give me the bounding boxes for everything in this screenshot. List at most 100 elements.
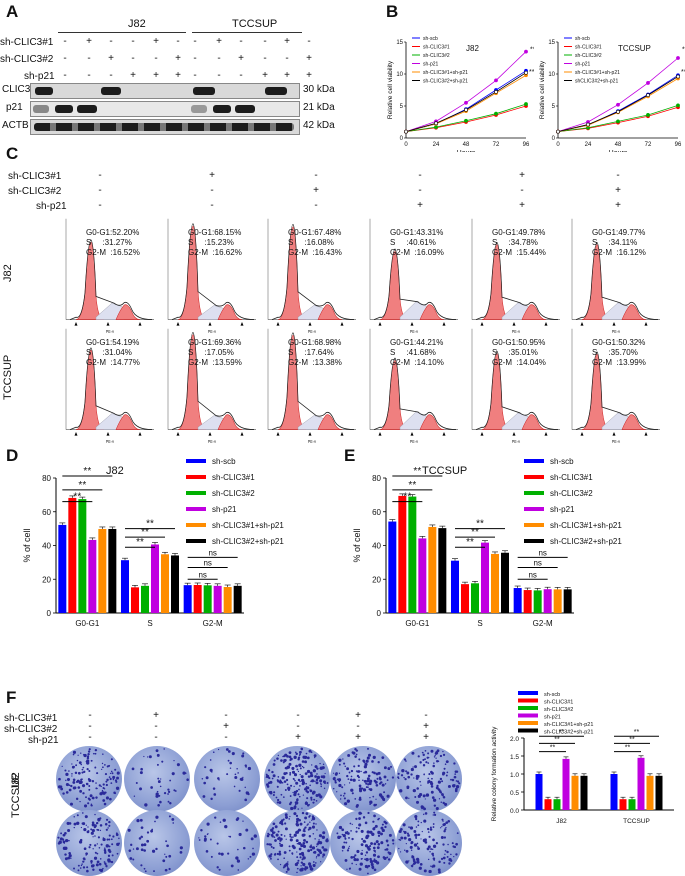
colony-dot bbox=[348, 836, 350, 839]
colony-dish-j82-6 bbox=[396, 746, 462, 812]
colony-dot bbox=[104, 850, 107, 853]
colony-dot bbox=[279, 779, 281, 781]
colony-dot bbox=[101, 768, 103, 770]
colony-dot bbox=[435, 757, 437, 759]
x-tick-label: S bbox=[477, 619, 482, 628]
colony-dot bbox=[321, 835, 326, 839]
colony-dot bbox=[94, 851, 97, 854]
bar-3-2 bbox=[141, 585, 149, 613]
colony-dot bbox=[454, 773, 457, 775]
cc-sign-r1-c5: + bbox=[519, 170, 525, 181]
colony-dot bbox=[247, 766, 252, 771]
colony-dot bbox=[315, 781, 319, 785]
colony-dish-tccsup-3 bbox=[194, 810, 260, 876]
colony-dot bbox=[155, 749, 159, 753]
colony-dot bbox=[83, 770, 86, 773]
colony-dot bbox=[77, 869, 80, 872]
colony-dot bbox=[339, 798, 342, 800]
colony-dot bbox=[140, 767, 143, 771]
colony-dot bbox=[77, 864, 80, 867]
legend-swatch bbox=[186, 523, 206, 527]
colony-dot bbox=[364, 854, 367, 856]
hist-outline bbox=[171, 223, 255, 321]
colony-dot bbox=[89, 794, 93, 798]
x-tick-label: S bbox=[147, 619, 152, 628]
colony-dot bbox=[297, 793, 300, 796]
colony-dot bbox=[90, 804, 93, 807]
colony-dot bbox=[82, 857, 86, 861]
colony-dot bbox=[420, 784, 422, 786]
colony-dot bbox=[287, 861, 289, 863]
hist-axis-label: PE-A bbox=[308, 440, 317, 444]
hist-marker bbox=[74, 322, 78, 326]
colony-dot bbox=[386, 841, 388, 843]
histogram-tccsup-1: PE-A G0-G1:54.19% S :31.04% G2-M :14.77% bbox=[60, 324, 156, 444]
cc-sign-r1-c6: - bbox=[616, 170, 620, 181]
colony-dot bbox=[365, 857, 369, 862]
colony-dot bbox=[348, 845, 350, 848]
blot-row-label-3: sh-p21 bbox=[24, 71, 55, 82]
colony-dot bbox=[245, 828, 249, 832]
colony-dot bbox=[429, 851, 431, 853]
y-tick-label: 2.0 bbox=[510, 736, 519, 743]
colony-dot bbox=[458, 782, 461, 785]
colony-dot bbox=[204, 835, 207, 838]
colony-dot bbox=[110, 838, 113, 841]
colony-dot bbox=[64, 831, 67, 835]
colony-dot bbox=[347, 753, 351, 757]
legend-label-4: sh-p21 bbox=[212, 505, 237, 514]
colony-dot bbox=[236, 767, 238, 770]
colony-dot bbox=[88, 748, 91, 751]
colony-dot bbox=[293, 812, 297, 816]
colony-dot bbox=[284, 827, 288, 831]
colony-dot bbox=[100, 785, 102, 788]
colony-dot bbox=[132, 848, 135, 850]
colony-dot bbox=[278, 836, 281, 839]
colony-dot bbox=[79, 800, 81, 803]
colony-dot bbox=[242, 776, 244, 779]
histogram-stat-2: S :17.05% bbox=[188, 348, 234, 357]
colony-dot bbox=[289, 773, 292, 776]
colony-dot bbox=[284, 822, 287, 825]
colony-dot bbox=[343, 762, 346, 765]
colony-dot bbox=[165, 855, 168, 858]
colony-sign-r2-c3: + bbox=[223, 721, 229, 732]
colony-dot bbox=[282, 761, 285, 764]
colony-dot bbox=[273, 759, 276, 762]
sig-label: ns bbox=[198, 570, 206, 579]
colony-dot bbox=[289, 833, 292, 836]
blot-sign-r3-c9: - bbox=[239, 70, 243, 81]
colony-dot bbox=[298, 788, 300, 791]
colony-dot bbox=[294, 779, 296, 782]
legend-label-5: sh-CLIC3#1+sh-p21 bbox=[550, 521, 622, 530]
colony-dot bbox=[350, 855, 354, 859]
colony-dot bbox=[108, 776, 111, 778]
colony-dot bbox=[94, 766, 97, 769]
colony-dot bbox=[314, 765, 318, 769]
sig-label: ** bbox=[554, 736, 560, 743]
panel-label-b: B bbox=[386, 2, 399, 21]
colony-dot bbox=[456, 780, 460, 783]
hist-marker bbox=[308, 432, 312, 436]
colony-dot bbox=[303, 821, 306, 823]
colony-dot bbox=[86, 768, 89, 771]
colony-dot bbox=[455, 842, 458, 846]
cc-row-label-3: sh-p21 bbox=[36, 201, 67, 212]
colony-dot bbox=[432, 826, 435, 829]
colony-dot bbox=[87, 750, 91, 753]
colony-dot bbox=[416, 800, 420, 804]
blot-sign-r1-c2: + bbox=[86, 36, 92, 47]
colony-dot bbox=[369, 788, 373, 792]
colony-dot bbox=[172, 822, 175, 824]
colony-dot bbox=[320, 785, 323, 788]
colony-dot bbox=[68, 839, 70, 842]
colony-dot bbox=[163, 791, 167, 795]
colony-dot bbox=[434, 754, 436, 757]
bar-4-3 bbox=[213, 585, 222, 613]
colony-dot bbox=[280, 833, 283, 836]
colony-dot bbox=[165, 840, 168, 843]
colony-dot bbox=[414, 765, 418, 769]
bar-3-3 bbox=[533, 590, 542, 613]
hist-marker bbox=[240, 432, 244, 436]
colony-dot bbox=[377, 830, 381, 835]
